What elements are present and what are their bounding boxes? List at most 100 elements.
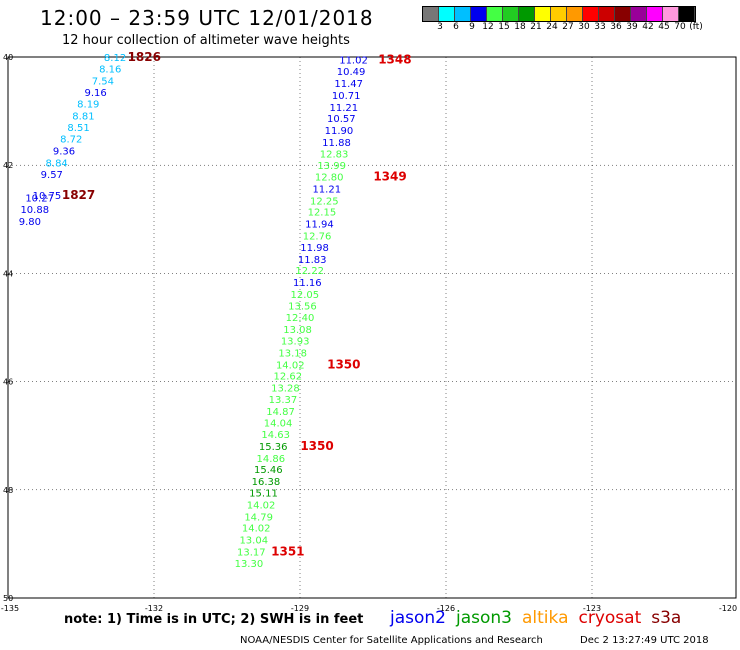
wave-height-value: 8.16 xyxy=(99,64,121,75)
scale-label: 18 xyxy=(514,22,526,32)
scale-label: 33 xyxy=(594,22,606,32)
wave-height-value: 13.93 xyxy=(281,336,310,347)
scale-label: 21 xyxy=(530,22,542,32)
scale-swatch xyxy=(455,7,471,21)
wave-height-value: 10.75 xyxy=(33,191,62,202)
lon-tick-label: -132 xyxy=(145,604,163,613)
satellite-altika: altika xyxy=(522,608,569,628)
map-axes: 40 42 44 46 48 50-135 -132 -129 -126 -123 -120 xyxy=(1,53,737,613)
wave-height-value: 11.47 xyxy=(334,79,363,90)
scale-swatch xyxy=(679,7,695,21)
track-label: 1349 xyxy=(373,170,406,184)
wave-height-value: 11.21 xyxy=(329,103,358,114)
credit-line: NOAA/NESDIS Center for Satellite Applica… xyxy=(240,635,543,646)
track-label: 1827 xyxy=(62,188,95,202)
wave-height-value: 12.80 xyxy=(315,173,344,184)
scale-label: 30 xyxy=(578,22,590,32)
lon-tick-label: -123 xyxy=(583,604,601,613)
wave-height-value: 10.57 xyxy=(327,114,356,125)
data-points: 8.128.167.549.168.198.818.518.729.368.84… xyxy=(19,50,412,570)
wave-height-value: 8.72 xyxy=(60,135,82,146)
wave-height-value: 13.30 xyxy=(235,559,264,570)
satellite-jason3: jason3 xyxy=(456,608,512,628)
wave-height-value: 8.51 xyxy=(67,123,89,134)
wave-height-value: 14.02 xyxy=(247,500,276,511)
scale-label: 36 xyxy=(610,22,622,32)
wave-height-value: 12.76 xyxy=(303,232,332,243)
lon-tick-label: -126 xyxy=(437,604,455,613)
scale-swatch xyxy=(423,7,439,21)
track-label: 1826 xyxy=(128,50,161,64)
wave-height-value: 14.86 xyxy=(256,454,285,465)
scale-swatch xyxy=(471,7,487,21)
wave-height-value: 13.17 xyxy=(237,547,266,558)
wave-height-value: 11.83 xyxy=(298,255,327,266)
scale-swatch xyxy=(599,7,615,21)
scale-label: 70 xyxy=(674,22,686,32)
wave-height-value: 12.05 xyxy=(291,290,320,301)
scale-label: 3 xyxy=(437,22,443,32)
wave-height-value: 12.22 xyxy=(295,266,324,277)
scale-swatch xyxy=(535,7,551,21)
wave-height-value: 14.04 xyxy=(264,419,293,430)
track-labels: 1349 1350 1350 1351 xyxy=(271,170,407,559)
wave-height-value: 11.21 xyxy=(312,184,341,195)
wave-height-value: 15.11 xyxy=(249,489,278,500)
generation-timestamp: Dec 2 13:27:49 UTC 2018 xyxy=(580,635,709,646)
wave-height-value: 11.98 xyxy=(300,243,329,254)
lat-tick-label: 50 xyxy=(3,594,13,603)
scale-label: 6 xyxy=(453,22,459,32)
wave-height-value: 9.80 xyxy=(19,217,41,228)
wave-height-value: 13.18 xyxy=(278,348,307,359)
lat-tick-label: 48 xyxy=(3,486,13,495)
scale-swatch xyxy=(503,7,519,21)
wave-height-value: 8.19 xyxy=(77,100,99,111)
scale-swatch xyxy=(519,7,535,21)
wave-height-value: 11.16 xyxy=(293,278,322,289)
scale-label: 45 xyxy=(658,22,670,32)
scale-swatch xyxy=(663,7,679,21)
wave-height-value: 14.63 xyxy=(261,430,290,441)
scale-label: 15 xyxy=(498,22,510,32)
wave-height-value: 8.12 xyxy=(104,53,126,64)
wave-height-value: 13.28 xyxy=(271,384,300,395)
footer-note: note: 1) Time is in UTC; 2) SWH is in fe… xyxy=(64,612,364,627)
wave-height-value: 8.81 xyxy=(72,111,94,122)
wave-height-value: 9.57 xyxy=(41,170,63,181)
lon-tick-label: -129 xyxy=(291,604,309,613)
scale-label: (ft) xyxy=(689,22,703,32)
lat-tick-label: 44 xyxy=(3,269,13,278)
map-frame xyxy=(7,56,737,599)
wave-height-value: 15.36 xyxy=(259,442,288,453)
wave-height-value: 11.90 xyxy=(325,126,354,137)
scale-label: 39 xyxy=(626,22,638,32)
wave-height-value: 8.84 xyxy=(46,158,68,169)
wave-height-value: 11.02 xyxy=(339,56,368,67)
wave-height-value: 7.54 xyxy=(92,76,114,87)
track-label: 1350 xyxy=(327,357,360,371)
wave-height-value: 15.46 xyxy=(254,465,283,476)
scale-swatch xyxy=(567,7,583,21)
scale-swatch xyxy=(631,7,647,21)
scale-label: 42 xyxy=(642,22,654,32)
color-scale-bar xyxy=(422,6,696,22)
scale-swatch xyxy=(615,7,631,21)
track-label: 1348 xyxy=(378,53,411,67)
scale-label: 27 xyxy=(562,22,574,32)
track-label: 1351 xyxy=(271,544,304,558)
wave-height-value: 14.87 xyxy=(266,407,295,418)
wave-height-value: 10.49 xyxy=(337,67,366,78)
page-subtitle: 12 hour collection of altimeter wave hei… xyxy=(62,33,350,48)
scale-label: 12 xyxy=(482,22,494,32)
satellite-legend: jason2 jason3 altika cryosat s3a xyxy=(390,608,691,628)
page-title: 12:00 – 23:59 UTC 12/01/2018 xyxy=(40,6,374,30)
satellite-jason2: jason2 xyxy=(390,608,446,628)
wave-height-value: 11.88 xyxy=(322,138,351,149)
lat-tick-label: 46 xyxy=(3,378,13,387)
lon-tick-label: -120 xyxy=(719,604,737,613)
wave-height-value: 9.16 xyxy=(84,88,106,99)
scale-swatch xyxy=(487,7,503,21)
wave-height-value: 14.02 xyxy=(276,360,305,371)
satellite-cryosat: cryosat xyxy=(578,608,642,628)
